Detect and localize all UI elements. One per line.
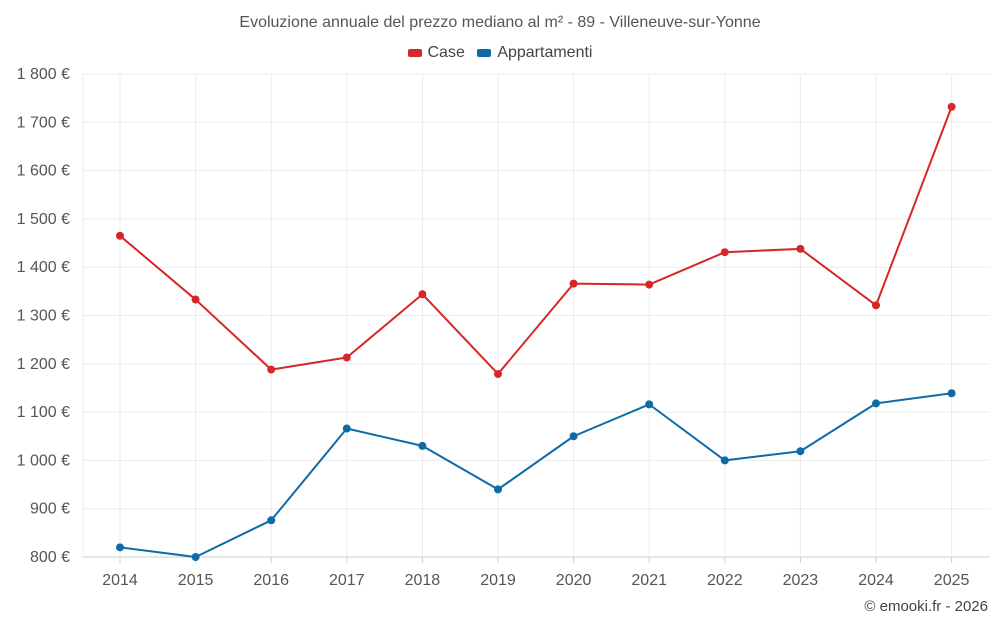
data-point-appartamenti[interactable]: [796, 447, 805, 456]
x-tick-label: 2021: [631, 572, 667, 589]
y-tick-label: 1 700 €: [17, 114, 70, 131]
chart-title: Evoluzione annuale del prezzo mediano al…: [239, 14, 761, 31]
x-tick-label: 2023: [783, 572, 819, 589]
x-tick-label: 2014: [102, 572, 138, 589]
x-tick-label: 2024: [858, 572, 894, 589]
y-tick-label: 1 000 €: [17, 452, 70, 469]
y-tick-label: 1 100 €: [17, 404, 70, 421]
data-point-appartamenti[interactable]: [418, 441, 427, 450]
data-point-appartamenti[interactable]: [947, 389, 956, 398]
data-point-appartamenti[interactable]: [645, 400, 654, 409]
data-point-case[interactable]: [720, 248, 729, 257]
data-point-case[interactable]: [116, 231, 124, 240]
data-point-case[interactable]: [872, 301, 880, 310]
data-point-case[interactable]: [796, 244, 805, 253]
data-point-case[interactable]: [267, 365, 276, 374]
legend-label-case: Case: [427, 44, 465, 61]
y-tick-label: 800 €: [30, 549, 70, 566]
x-tick-label: 2016: [253, 572, 289, 589]
data-point-appartamenti[interactable]: [569, 432, 578, 441]
x-tick-label: 2019: [480, 572, 516, 589]
x-tick-label: 2017: [329, 572, 365, 589]
legend-swatch-appartamenti: [477, 49, 492, 57]
data-point-appartamenti[interactable]: [267, 516, 276, 525]
y-tick-label: 1 300 €: [17, 308, 70, 325]
data-point-appartamenti[interactable]: [116, 543, 124, 552]
y-tick-label: 1 400 €: [17, 259, 70, 276]
y-tick-label: 1 500 €: [17, 211, 70, 228]
x-tick-label: 2020: [556, 572, 592, 589]
data-point-appartamenti[interactable]: [872, 399, 880, 408]
data-point-case[interactable]: [418, 290, 427, 299]
data-point-case[interactable]: [569, 279, 578, 288]
y-tick-label: 1 600 €: [17, 163, 70, 180]
y-tick-label: 1 200 €: [17, 356, 70, 373]
legend-label-appartamenti: Appartamenti: [497, 44, 593, 61]
data-point-case[interactable]: [645, 280, 654, 289]
x-tick-label: 2025: [934, 572, 970, 589]
legend: Case Appartamenti: [0, 44, 1000, 62]
legend-swatch-case: [407, 49, 422, 57]
y-tick-label: 1 800 €: [17, 66, 70, 83]
legend-item-case[interactable]: Case: [407, 44, 465, 62]
series-line-appartamenti: [119, 392, 952, 558]
data-point-appartamenti[interactable]: [494, 485, 502, 494]
data-point-case[interactable]: [947, 102, 956, 111]
data-point-appartamenti[interactable]: [720, 456, 729, 465]
x-tick-label: 2018: [405, 572, 441, 589]
data-point-case[interactable]: [191, 295, 200, 304]
series-line-case: [119, 106, 953, 375]
data-point-appartamenti[interactable]: [191, 553, 200, 561]
x-tick-label: 2015: [178, 572, 214, 589]
data-point-appartamenti[interactable]: [342, 424, 351, 433]
y-tick-label: 900 €: [30, 501, 70, 518]
copyright-footer: © emooki.fr - 2026: [864, 598, 988, 615]
data-point-case[interactable]: [494, 369, 502, 378]
legend-item-appartamenti[interactable]: Appartamenti: [477, 44, 592, 62]
x-tick-label: 2022: [707, 572, 743, 589]
data-point-case[interactable]: [342, 353, 351, 362]
